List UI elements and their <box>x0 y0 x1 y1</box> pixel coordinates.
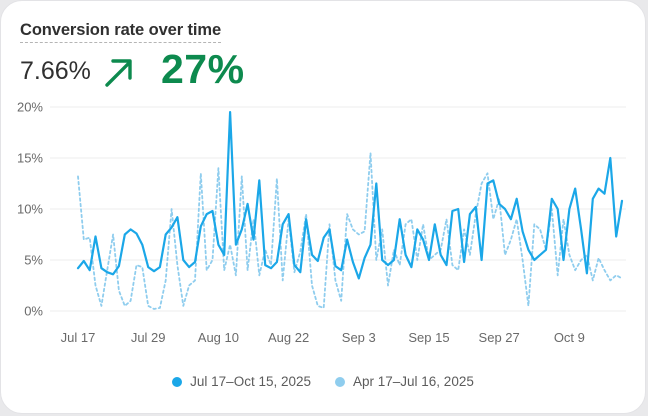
x-tick-label: Jul 17 <box>61 330 96 345</box>
y-tick-label: 0% <box>24 304 43 319</box>
legend-dot-previous <box>335 376 345 387</box>
series-line-current <box>76 111 624 280</box>
x-tick-label: Sep 27 <box>479 330 520 345</box>
legend-label-current: Jul 17–Oct 15, 2025 <box>190 374 311 389</box>
series-line-previous <box>77 152 623 310</box>
x-tick-label: Sep 3 <box>342 330 376 345</box>
y-tick-label: 20% <box>17 100 43 115</box>
x-tick-label: Oct 9 <box>554 330 585 345</box>
legend-item-current[interactable]: Jul 17–Oct 15, 2025 <box>172 374 311 389</box>
metric-value: 7.66% <box>20 57 91 85</box>
line-chart: 0% 5% 10% 15% 20% Jul 17 Jul 29 Aug 10 Aug 22 Sep… <box>17 100 626 345</box>
legend: Jul 17–Oct 15, 2025 Apr 17–Jul 16, 2025 <box>0 374 646 389</box>
y-tick-label: 5% <box>24 253 43 268</box>
x-tick-label: Aug 22 <box>268 330 309 345</box>
y-tick-label: 15% <box>17 151 43 166</box>
arrow-up-right-icon <box>105 59 132 87</box>
legend-item-previous[interactable]: Apr 17–Jul 16, 2025 <box>335 374 474 389</box>
legend-dot-current <box>172 376 183 387</box>
x-tick-label: Jul 29 <box>131 330 166 345</box>
y-tick-label: 10% <box>17 202 43 217</box>
x-tick-label: Sep 15 <box>408 330 449 345</box>
change-percentage: 27% <box>161 46 245 92</box>
chart-title[interactable]: Conversion rate over time <box>20 21 221 43</box>
x-tick-label: Aug 10 <box>198 330 239 345</box>
legend-label-previous: Apr 17–Jul 16, 2025 <box>353 374 474 389</box>
